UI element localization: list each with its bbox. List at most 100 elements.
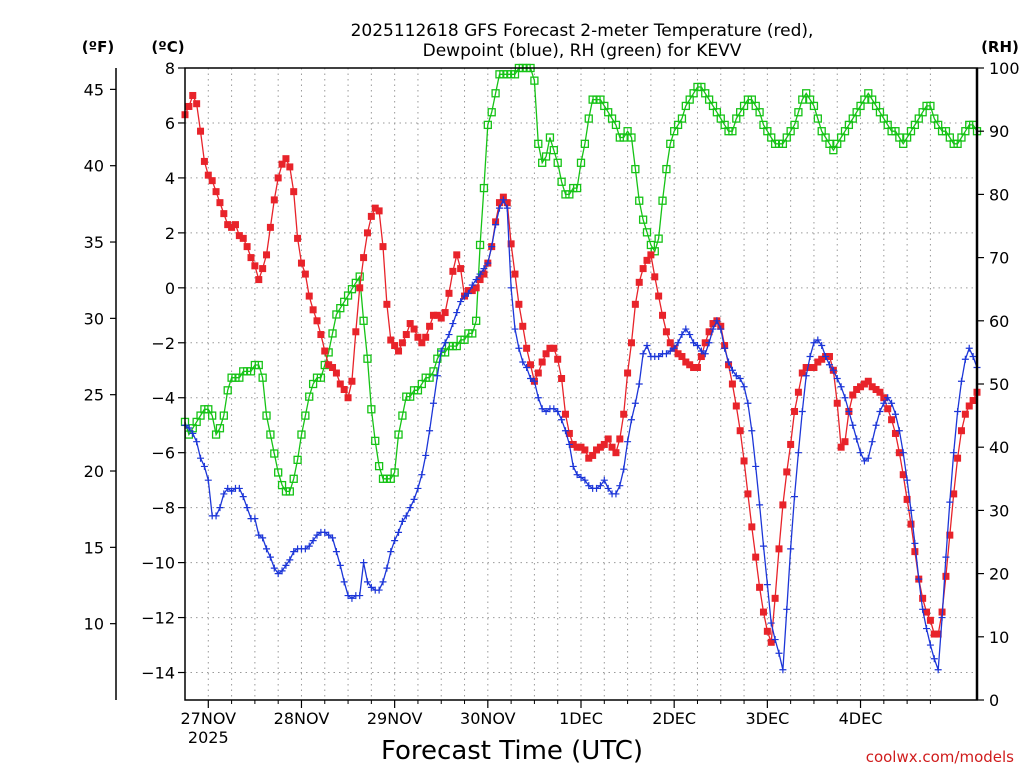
- dewpoint-point: [954, 407, 962, 415]
- dewpoint-point: [472, 276, 480, 284]
- dewpoint-point: [802, 372, 810, 380]
- time-tick-sublabel: 2025: [188, 728, 229, 747]
- dewpoint-point: [410, 495, 418, 503]
- temperature-point: [313, 317, 321, 325]
- rh-point: [666, 139, 675, 148]
- dewpoint-point: [561, 427, 569, 435]
- rh-point: [219, 411, 228, 420]
- temperature-point: [185, 102, 193, 110]
- dewpoint-point: [880, 399, 888, 407]
- dewpoint-point: [919, 605, 927, 613]
- temperature-point: [441, 309, 449, 317]
- rh-point: [654, 234, 663, 243]
- dewpoint-point: [239, 493, 247, 501]
- dewpoint-point: [946, 498, 954, 506]
- rh-point: [794, 108, 803, 117]
- dewpoint-point: [860, 457, 868, 465]
- celsius-tick-label: 8: [165, 59, 175, 78]
- temperature-point: [224, 221, 232, 229]
- dewpoint-point: [616, 482, 624, 490]
- temperature-point: [589, 451, 597, 459]
- dewpoint-point: [829, 366, 837, 374]
- rh-tick-label: 70: [989, 249, 1009, 268]
- dewpoint-point: [585, 482, 593, 490]
- temperature-point: [624, 369, 632, 377]
- rh-point: [580, 139, 590, 148]
- rh-point: [530, 76, 539, 85]
- rh-point: [262, 411, 271, 420]
- temperature-point: [515, 300, 523, 308]
- rh-point: [631, 164, 640, 174]
- rh-point: [254, 360, 263, 370]
- temperature-point: [810, 364, 818, 372]
- dewpoint-point: [395, 528, 403, 536]
- rh-point: [429, 367, 438, 376]
- time-tick-label: 1DEC: [559, 709, 603, 728]
- dewpoint-point: [581, 476, 589, 484]
- temperature-point: [290, 188, 298, 196]
- rh-point: [305, 392, 314, 401]
- rh-point: [289, 474, 298, 483]
- dewpoint-point: [266, 553, 274, 561]
- dewpoint-point: [418, 471, 426, 479]
- x-axis-label: Forecast Time (UTC): [381, 736, 643, 766]
- dewpoint-point: [363, 578, 371, 586]
- temperature-point: [744, 490, 752, 498]
- temperature-point: [429, 311, 437, 319]
- temperature-point: [686, 361, 694, 369]
- rh-point: [926, 101, 935, 111]
- dewpoint-point: [837, 383, 845, 391]
- dewpoint-point: [666, 347, 674, 355]
- temperature-point: [325, 361, 333, 369]
- rh-point: [258, 373, 267, 382]
- dewpoint-point: [367, 583, 375, 591]
- temperature-point: [418, 339, 426, 347]
- dewpoint-point: [705, 339, 713, 347]
- rh-point: [627, 133, 636, 142]
- dewpoint-point: [825, 361, 833, 369]
- dewpoint-point: [895, 427, 903, 435]
- dewpoint-point: [655, 353, 663, 361]
- temperature-point: [740, 457, 748, 465]
- dewpoint-point: [301, 545, 309, 553]
- dewpoint-point: [612, 490, 620, 498]
- rh-tick-label: 80: [989, 185, 1009, 204]
- temperature-point: [880, 394, 888, 402]
- temperature-point: [189, 91, 197, 99]
- dewpoint-point: [903, 476, 911, 484]
- dewpoint-point: [915, 575, 923, 583]
- rh-point: [635, 196, 644, 205]
- temperature-point: [860, 380, 868, 388]
- temperature-point: [783, 468, 791, 476]
- rh-point: [677, 114, 687, 123]
- temperature-point: [387, 336, 395, 344]
- dewpoint-point: [437, 347, 445, 355]
- temperature-point: [911, 548, 919, 556]
- dewpoint-point: [189, 429, 197, 437]
- dewpoint-point: [274, 570, 282, 578]
- temperature-point: [748, 523, 756, 531]
- dewpoint-point: [740, 383, 748, 391]
- dewpoint-point: [468, 281, 476, 289]
- temperature-point: [923, 608, 931, 616]
- fahrenheit-tick-label: 30: [84, 309, 104, 328]
- temperature-point: [946, 531, 954, 539]
- dewpoint-point: [422, 451, 430, 459]
- temperature-point: [445, 289, 453, 297]
- dewpoint-point: [961, 355, 969, 363]
- rh-point: [491, 89, 500, 98]
- temperature-point: [270, 196, 278, 204]
- temperature-point: [969, 396, 977, 404]
- rh-tick-label: 50: [989, 375, 1009, 394]
- temperature-point: [329, 364, 337, 372]
- rh-point: [374, 462, 384, 471]
- temperature-point: [243, 243, 251, 251]
- rh-point: [215, 424, 225, 433]
- dewpoint-point: [325, 531, 333, 539]
- temperature-point: [546, 344, 554, 352]
- dewpoint-point: [193, 438, 201, 446]
- temperature-point: [616, 435, 624, 443]
- rh-point: [293, 455, 302, 464]
- rh-point: [359, 316, 368, 325]
- fahrenheit-tick-label: 10: [84, 615, 104, 634]
